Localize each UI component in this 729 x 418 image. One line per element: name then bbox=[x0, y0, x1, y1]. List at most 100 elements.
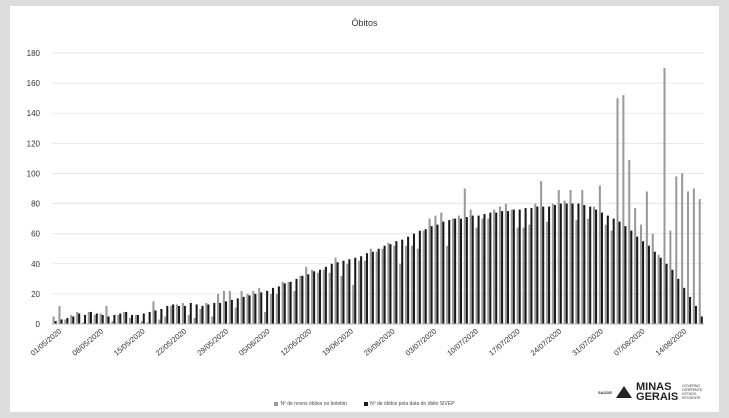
bar-sivep-47 bbox=[330, 263, 333, 324]
bar-sivep-103 bbox=[659, 257, 662, 324]
x-tick-label-4: 29/05/2020 bbox=[195, 327, 230, 358]
bar-boletim-68 bbox=[452, 218, 455, 324]
bar-sivep-78 bbox=[512, 209, 515, 324]
bar-sivep-90 bbox=[583, 205, 586, 324]
bar-sivep-86 bbox=[559, 203, 562, 324]
bar-boletim-98 bbox=[628, 159, 631, 324]
bar-sivep-65 bbox=[436, 224, 439, 324]
bar-boletim-93 bbox=[598, 185, 601, 324]
bar-sivep-30 bbox=[230, 299, 233, 324]
bar-boletim-50 bbox=[346, 263, 349, 324]
bar-sivep-101 bbox=[647, 245, 650, 324]
bar-boletim-56 bbox=[381, 248, 384, 324]
y-tick-label-120: 120 bbox=[27, 139, 41, 148]
bar-sivep-0 bbox=[54, 320, 57, 324]
x-tick-label-5: 05/06/2020 bbox=[237, 327, 272, 358]
bar-sivep-67 bbox=[448, 220, 451, 324]
bar-sivep-70 bbox=[465, 217, 468, 324]
bar-boletim-20 bbox=[170, 305, 173, 324]
bar-boletim-49 bbox=[340, 275, 343, 324]
bar-boletim-36 bbox=[264, 311, 267, 324]
bar-sivep-1 bbox=[60, 319, 63, 324]
bar-boletim-25 bbox=[199, 308, 202, 324]
bar-boletim-40 bbox=[287, 281, 290, 324]
bar-sivep-17 bbox=[154, 310, 157, 324]
bar-boletim-103 bbox=[657, 254, 660, 324]
y-tick-label-140: 140 bbox=[27, 109, 41, 118]
bar-boletim-6 bbox=[87, 311, 90, 324]
bar-sivep-27 bbox=[213, 302, 216, 324]
bar-boletim-106 bbox=[675, 176, 678, 324]
bar-sivep-6 bbox=[89, 311, 92, 324]
logo-subtext: GOVERNO DIFERENTE. ESTADO EFICIENTE. bbox=[682, 384, 704, 400]
bar-sivep-108 bbox=[689, 296, 692, 324]
bar-boletim-19 bbox=[164, 316, 167, 324]
bar-boletim-61 bbox=[410, 245, 413, 324]
bar-boletim-14 bbox=[134, 314, 137, 324]
bar-boletim-85 bbox=[551, 203, 554, 324]
bar-boletim-110 bbox=[698, 199, 701, 324]
bar-boletim-62 bbox=[416, 248, 419, 324]
bar-boletim-8 bbox=[99, 313, 102, 324]
bar-sivep-62 bbox=[418, 230, 421, 324]
bar-sivep-99 bbox=[636, 236, 639, 324]
chart-title: Óbitos bbox=[351, 18, 378, 28]
bar-sivep-24 bbox=[195, 304, 198, 324]
bar-boletim-100 bbox=[639, 224, 643, 324]
bar-sivep-88 bbox=[571, 203, 574, 324]
bar-boletim-54 bbox=[369, 248, 372, 324]
bar-boletim-90 bbox=[581, 190, 584, 324]
bar-sivep-28 bbox=[219, 302, 222, 324]
bar-boletim-107 bbox=[681, 173, 684, 324]
bar-sivep-15 bbox=[142, 313, 145, 324]
bar-sivep-82 bbox=[536, 206, 539, 324]
bar-boletim-95 bbox=[610, 230, 613, 324]
y-tick-label-20: 20 bbox=[31, 290, 40, 299]
bar-boletim-58 bbox=[393, 245, 396, 324]
bar-boletim-41 bbox=[293, 290, 296, 324]
bar-boletim-17 bbox=[152, 301, 155, 324]
x-tick-label-12: 24/07/2020 bbox=[529, 327, 564, 358]
bar-sivep-36 bbox=[266, 290, 269, 324]
bar-sivep-106 bbox=[677, 278, 680, 324]
bar-sivep-46 bbox=[324, 266, 327, 324]
bar-boletim-43 bbox=[305, 266, 308, 324]
x-tick-label-14: 07/08/2020 bbox=[612, 327, 647, 358]
bar-boletim-92 bbox=[592, 206, 596, 324]
bar-boletim-82 bbox=[534, 203, 537, 324]
bar-boletim-39 bbox=[281, 281, 284, 324]
bar-sivep-31 bbox=[236, 298, 239, 324]
bar-sivep-48 bbox=[336, 262, 339, 324]
bar-sivep-73 bbox=[483, 214, 486, 324]
bar-sivep-55 bbox=[377, 248, 380, 324]
bar-boletim-26 bbox=[205, 302, 208, 324]
bar-boletim-102 bbox=[651, 233, 654, 324]
bar-sivep-29 bbox=[224, 301, 228, 324]
bar-boletim-48 bbox=[334, 257, 337, 324]
bar-boletim-108 bbox=[686, 191, 690, 324]
bar-sivep-20 bbox=[172, 304, 175, 324]
bar-sivep-61 bbox=[412, 233, 416, 324]
bar-sivep-100 bbox=[642, 241, 645, 324]
bar-sivep-5 bbox=[84, 314, 87, 324]
bar-sivep-85 bbox=[553, 205, 556, 324]
bar-sivep-96 bbox=[618, 221, 621, 324]
bar-boletim-5 bbox=[81, 322, 85, 324]
bar-sivep-25 bbox=[201, 305, 204, 324]
bar-boletim-97 bbox=[622, 95, 625, 325]
bar-boletim-91 bbox=[587, 218, 590, 324]
bar-sivep-109 bbox=[694, 305, 697, 324]
bar-sivep-92 bbox=[595, 209, 598, 324]
bar-sivep-53 bbox=[365, 253, 369, 324]
bar-sivep-71 bbox=[471, 215, 474, 324]
bar-boletim-65 bbox=[434, 215, 437, 324]
bar-sivep-11 bbox=[119, 313, 122, 324]
bar-boletim-105 bbox=[669, 230, 672, 324]
bar-sivep-64 bbox=[430, 226, 433, 324]
bar-boletim-60 bbox=[405, 245, 408, 324]
bar-boletim-9 bbox=[105, 305, 108, 324]
bar-boletim-32 bbox=[240, 290, 243, 324]
bar-sivep-94 bbox=[606, 215, 609, 324]
bar-boletim-101 bbox=[645, 191, 648, 324]
bar-sivep-2 bbox=[66, 317, 69, 324]
